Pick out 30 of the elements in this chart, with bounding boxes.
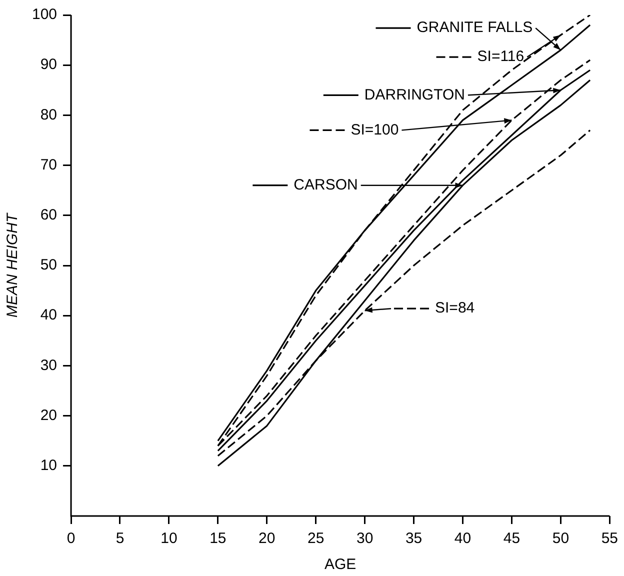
x-tick-label: 35 (405, 530, 422, 548)
x-tick-label: 55 (601, 530, 618, 548)
x-tick-label: 50 (552, 530, 570, 548)
y-tick-label: 80 (40, 106, 58, 124)
legend-label: SI=116 (477, 48, 524, 66)
x-tick-label: 25 (308, 530, 324, 548)
legend-label: SI=100 (350, 121, 399, 138)
legend-label: GRANITE FALLS (416, 19, 533, 36)
y-tick-label: 30 (40, 356, 58, 374)
x-tick-label: 0 (66, 530, 76, 548)
y-tick-label: 60 (40, 206, 58, 224)
y-tick-label: 40 (40, 306, 58, 324)
legend-label: CARSON (294, 176, 358, 194)
x-tick-label: 45 (503, 530, 520, 548)
x-tick-label: 20 (258, 530, 276, 548)
y-axis-title: MEAN HEIGHT (4, 212, 22, 318)
y-tick-label: 20 (40, 406, 58, 424)
legend-label: SI=84 (435, 300, 475, 317)
x-tick-label: 40 (454, 530, 472, 548)
x-axis-title: AGE (324, 556, 356, 574)
y-tick-label: 90 (40, 56, 58, 74)
y-tick-label: 100 (32, 6, 58, 24)
x-tick-label: 15 (210, 530, 226, 548)
y-tick-label: 10 (40, 457, 58, 474)
x-tick-label: 30 (356, 530, 374, 548)
x-tick-label: 5 (116, 530, 124, 548)
y-tick-label: 70 (40, 156, 58, 174)
x-tick-label: 10 (160, 530, 178, 548)
y-tick-label: 50 (40, 256, 58, 274)
legend-label: DARRINGTON (364, 86, 465, 104)
